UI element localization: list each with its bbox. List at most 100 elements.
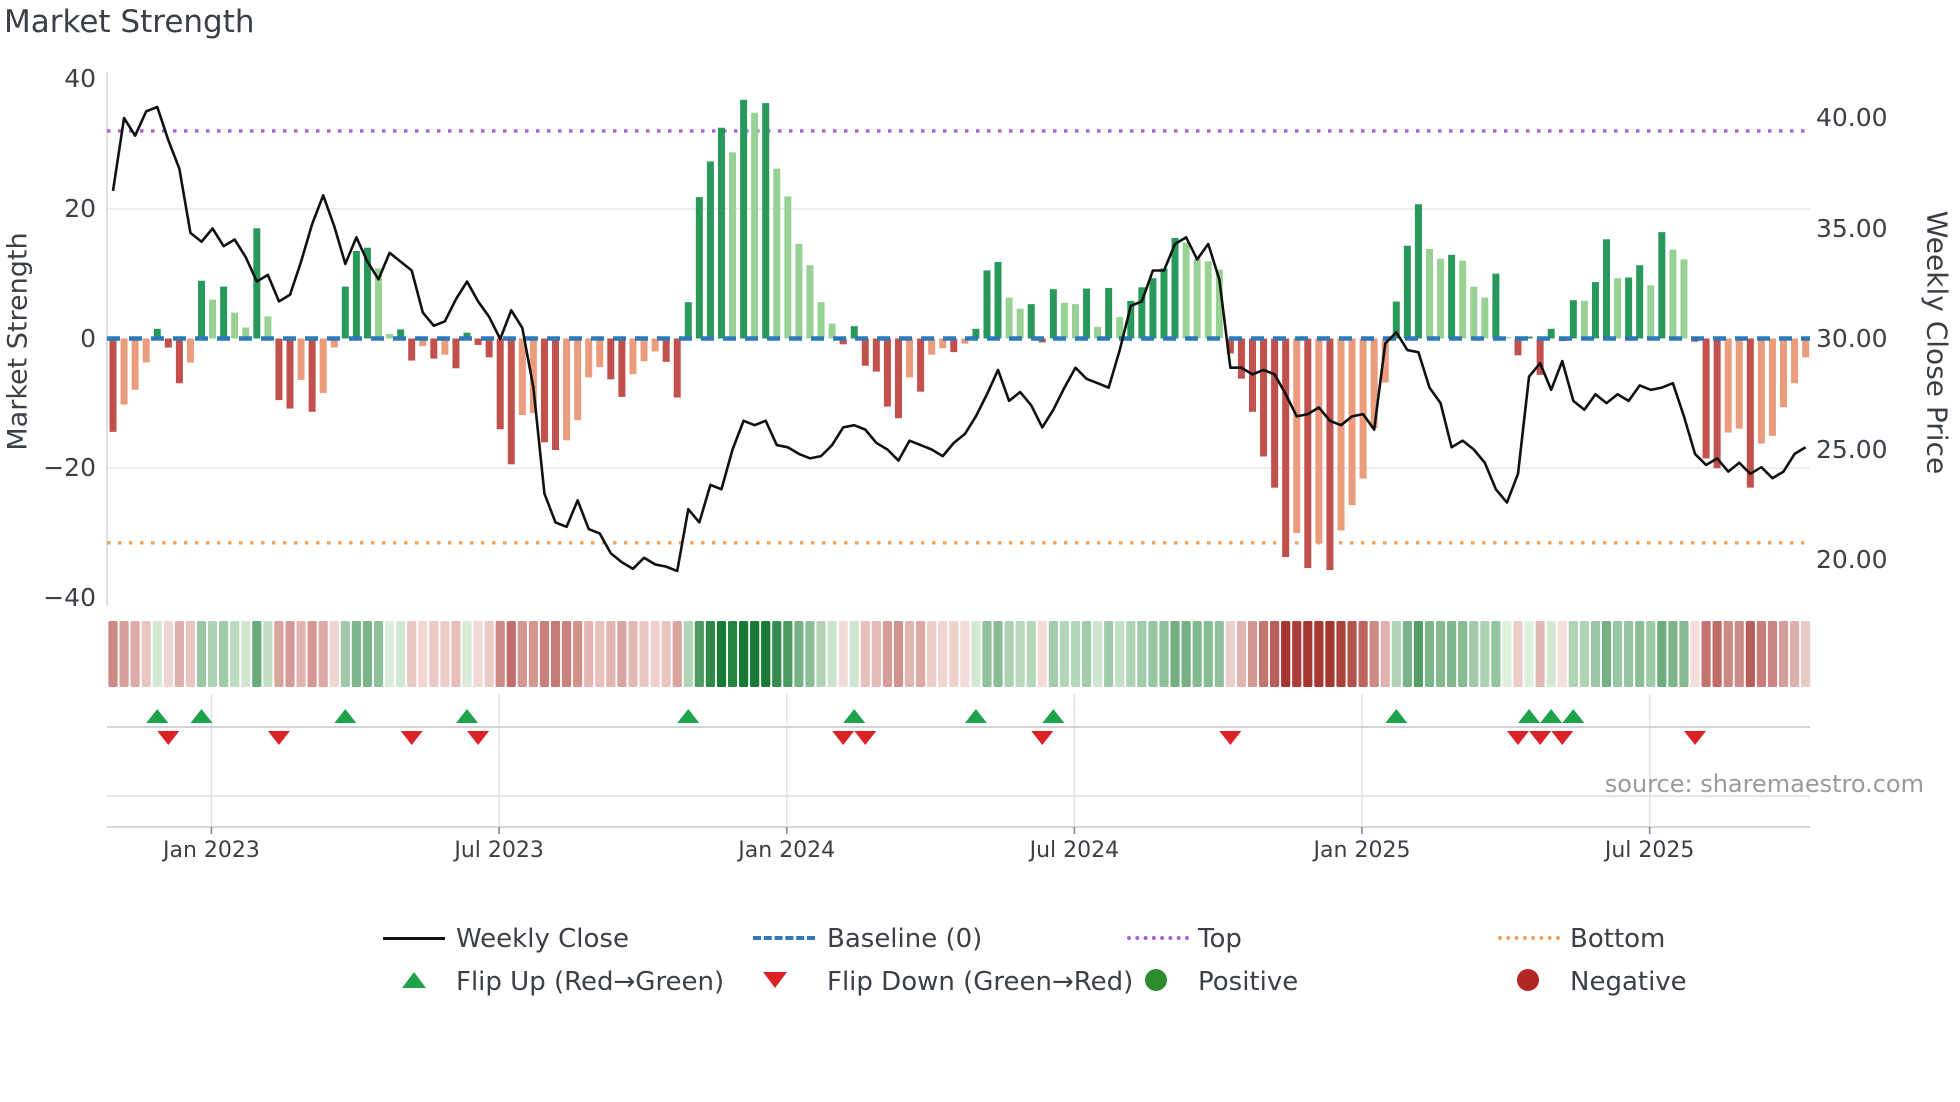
legend-positive: Positive <box>1198 967 1299 997</box>
strength-bar-positive <box>784 196 792 339</box>
source-credit: source: sharemaestro.com <box>1604 770 1924 798</box>
strength-bar-negative <box>640 338 648 362</box>
strength-bar-negative <box>1746 338 1754 488</box>
heatmap-cell <box>927 621 937 687</box>
heatmap-cell <box>384 621 395 687</box>
heatmap-cell <box>484 621 494 687</box>
strength-bar-negative <box>894 338 902 419</box>
flip-up-marker <box>334 709 357 723</box>
strength-bar-negative <box>529 338 537 414</box>
heatmap-cell <box>1601 621 1612 687</box>
strength-bar-positive <box>1016 308 1024 339</box>
heatmap-cell <box>119 621 129 687</box>
heatmap-cell <box>440 621 450 687</box>
strength-bar-positive <box>773 168 781 339</box>
flip-up-marker <box>190 709 213 723</box>
strength-bar-negative <box>1337 338 1345 531</box>
flip-up-marker <box>1562 709 1585 723</box>
strength-bar-positive <box>1160 268 1168 339</box>
flip-up-marker <box>456 709 479 723</box>
right-tick-label: 25.00 <box>1816 434 1888 464</box>
heatmap-cell <box>882 621 893 687</box>
heatmap-cell <box>1270 621 1280 687</box>
heatmap-cell <box>285 621 295 687</box>
heatmap-cell <box>174 621 184 687</box>
x-tick-label: Jul 2023 <box>454 838 544 863</box>
strength-bar-positive <box>806 265 814 339</box>
heatmap-cell <box>1214 621 1224 687</box>
strength-bar-positive <box>795 243 803 339</box>
weekly-close-line-swatch <box>383 937 445 940</box>
strength-bar-positive <box>994 261 1002 339</box>
heatmap-cell <box>108 621 118 687</box>
strength-bar-positive <box>1569 300 1577 339</box>
heatmap-cell <box>949 621 959 687</box>
heatmap-cell <box>329 621 339 687</box>
heatmap-cell <box>1358 621 1368 687</box>
heatmap-cell <box>340 621 350 687</box>
heatmap-cell <box>1314 621 1324 687</box>
legend-flip-up: Flip Up (Red→Green) <box>456 967 725 997</box>
heatmap-cell <box>1281 621 1291 687</box>
heatmap-cell <box>1801 621 1811 687</box>
heatmap-cell <box>252 621 262 687</box>
flip-down-triangle-icon <box>763 972 787 988</box>
left-tick-label: 0 <box>80 323 96 353</box>
strength-bar-positive <box>153 328 161 339</box>
strength-bar-positive <box>1414 204 1422 339</box>
strength-bar-negative <box>906 338 914 378</box>
strength-bar-negative <box>131 338 139 390</box>
heatmap-cell <box>1126 621 1136 687</box>
flip-down-marker <box>854 731 877 745</box>
strength-bar-positive <box>1636 265 1644 339</box>
heatmap-cell <box>1557 621 1567 687</box>
legend-bottom: Bottom <box>1570 924 1666 954</box>
heatmap-cell <box>495 621 505 687</box>
heatmap-cell <box>838 621 848 687</box>
strength-bar-negative <box>950 338 958 353</box>
heatmap-cell <box>1679 621 1689 687</box>
strength-bar-negative <box>1381 338 1389 383</box>
strength-bar-negative <box>1713 338 1721 469</box>
bottom-dotted-swatch <box>1498 936 1560 940</box>
heatmap-cell <box>727 621 738 687</box>
heatmap-cell <box>982 621 992 687</box>
heatmap-cell <box>794 621 804 687</box>
heatmap-cell <box>373 621 384 687</box>
heatmap-cell <box>993 621 1003 687</box>
strength-bar-positive <box>1138 287 1146 339</box>
heatmap-cell <box>1402 621 1412 687</box>
heatmap-cell <box>672 621 682 687</box>
top-dotted-swatch <box>1127 936 1189 940</box>
heatmap-cell <box>318 621 328 687</box>
strength-bar-positive <box>1071 304 1079 339</box>
heatmap-cell <box>1048 621 1058 687</box>
strength-bar-negative <box>939 338 947 349</box>
heatmap-cell <box>1369 621 1379 687</box>
heatmap-cell <box>650 621 660 687</box>
heatmap-cell <box>971 621 981 687</box>
strength-bar-negative <box>861 338 869 366</box>
strength-bar-positive <box>1614 278 1622 339</box>
heatmap-cell <box>1635 621 1645 687</box>
strength-bar-negative <box>618 338 626 397</box>
heatmap-cell <box>1413 621 1424 687</box>
strength-bar-negative <box>286 338 294 409</box>
heatmap-cell <box>1336 621 1346 687</box>
strength-bar-positive <box>1083 288 1091 339</box>
right-tick-label: 30.00 <box>1816 324 1888 353</box>
strength-bar-negative <box>1536 338 1544 375</box>
strength-bar-negative <box>839 338 847 345</box>
heatmap-cell <box>1247 621 1258 687</box>
strength-bar-positive <box>1049 289 1057 339</box>
strength-bar-positive <box>717 127 725 339</box>
heatmap-cell <box>550 621 561 687</box>
strength-bar-negative <box>917 338 925 392</box>
strength-bar-positive <box>972 328 980 339</box>
strength-bar-positive <box>695 197 703 339</box>
strength-bar-negative <box>142 338 150 363</box>
heatmap-cell <box>761 621 771 687</box>
strength-bar-negative <box>330 338 338 348</box>
strength-bar-positive <box>1392 301 1400 339</box>
heatmap-cell <box>163 621 173 687</box>
